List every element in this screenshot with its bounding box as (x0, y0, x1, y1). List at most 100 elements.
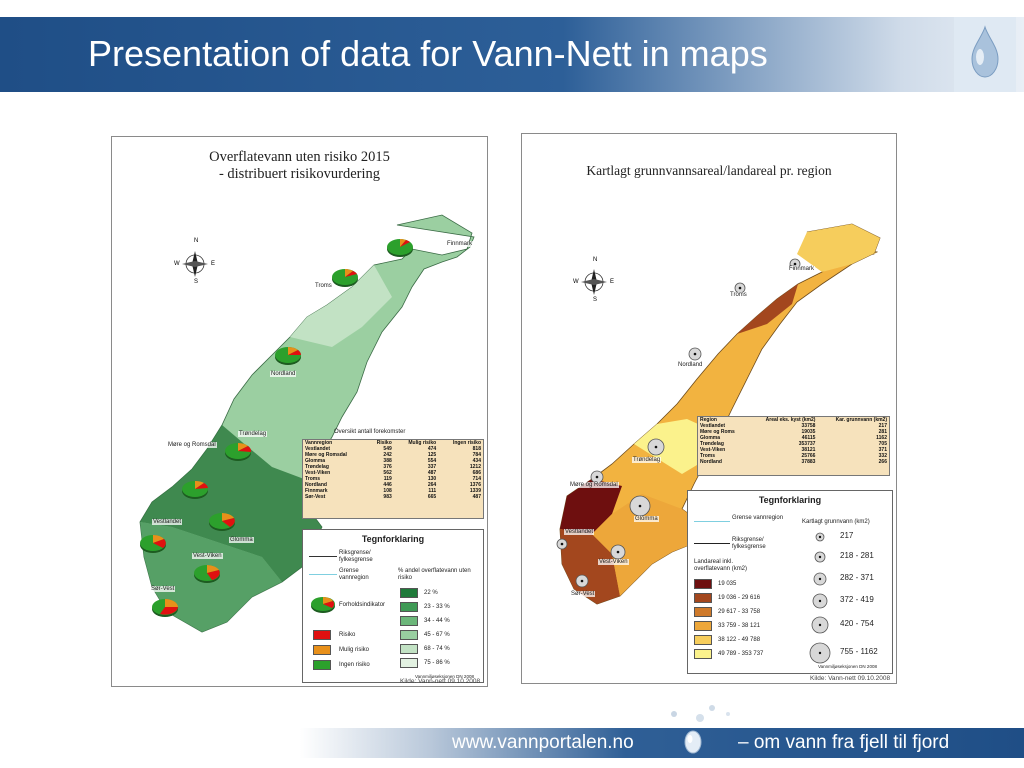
compass-label-w: W (573, 279, 579, 285)
slide-title: Presentation of data for Vann-Nett in ma… (88, 33, 768, 74)
table-cell: 562 (383, 470, 392, 476)
region-label-trondelag: Trøndelag (238, 431, 268, 437)
circle-size-legend-icon (809, 532, 831, 664)
risk-map-legend: Tegnforklaring Riksgrense/ fylkesgrense … (302, 529, 484, 683)
table-cell: Troms (700, 453, 716, 459)
legend-class-label: 22 % (424, 590, 438, 596)
table-row: Vestlandet 549 474 818 (303, 446, 483, 452)
risk-map-title-line2: - distribuert risikovurdering (218, 166, 381, 182)
compass-label-n: N (194, 238, 199, 244)
risk-map-title-line1: Overflatevann uten risiko 2015 (209, 149, 390, 165)
possible-risk-swatch (313, 645, 331, 655)
legend-class-label: 23 - 33 % (424, 604, 450, 610)
water-region-line-icon (694, 521, 730, 522)
groundwater-map-legend: Tegnforklaring Grense vannregion Riksgre… (687, 490, 893, 674)
class-swatch-6 (694, 649, 712, 659)
table-cell: Nordland (700, 459, 722, 465)
table-row: Sør-Vest 983 665 487 (303, 494, 483, 500)
table-cell: 549 (383, 446, 392, 452)
region-label-trondelag: Trøndelag (632, 457, 662, 463)
table-cell: 983 (383, 494, 392, 500)
table-cell: 474 (427, 446, 437, 452)
risk-count-table: Vannregion Risiko Mulig risiko Ingen ris… (302, 439, 484, 519)
norway-risk-map (139, 214, 475, 633)
legend-circle-label: 755 - 1162 (840, 647, 878, 656)
region-label-sor-vest: Sør-Vest (150, 586, 176, 592)
legend-class-label: 45 - 67 % (424, 632, 450, 638)
troms-region-shape (737, 284, 798, 334)
class-swatch-1 (694, 579, 712, 589)
region-label-troms: Troms (314, 283, 333, 289)
legend-title: Tegnforklaring (361, 534, 425, 544)
table-cell: Vest-Viken (305, 470, 331, 476)
northern-region-shape (290, 265, 392, 347)
table-row: Troms 119 130 714 (303, 476, 483, 482)
table-cell: Trøndelag (305, 464, 329, 470)
table-row: Trøndelag 353737 705 (698, 441, 889, 447)
region-label-troms: Troms (729, 292, 748, 298)
table-header-cell: Ingen risiko (452, 440, 481, 446)
legend-credit: Vannmiljøseksjonen DN 2008 (818, 664, 877, 669)
table-cell: 665 (427, 494, 437, 500)
region-label-vest-viken: Vest-Viken (598, 559, 629, 565)
compass-label-w: W (174, 261, 180, 267)
table-cell: 119 (383, 476, 392, 482)
table-cell: 1162 (876, 435, 887, 441)
overview-title: Oversikt antall forekomster (334, 429, 406, 435)
table-cell: 784 (472, 452, 481, 458)
class-swatch-5 (694, 635, 712, 645)
region-label-glomma: Glomma (229, 537, 254, 543)
table-cell: Glomma (305, 458, 326, 464)
table-cell: 33758 (801, 423, 816, 429)
table-cell: Vestlandet (700, 423, 726, 429)
water-region-line-icon (309, 574, 337, 575)
table-cell: Vest-Viken (700, 447, 726, 453)
pie-chart-vestlandet (140, 535, 166, 553)
table-cell: 111 (428, 488, 437, 494)
table-cell: 19035 (801, 429, 816, 435)
class-swatch-2 (400, 602, 418, 612)
class-swatch-6 (400, 658, 418, 668)
title-bar: Presentation of data for Vann-Nett in ma… (0, 17, 1024, 92)
more-region-shape (560, 479, 622, 534)
pie-chart-troms (332, 269, 358, 287)
table-row: Trøndelag 376 337 1212 (303, 464, 483, 470)
south-east-region-shape (592, 494, 700, 596)
class-swatch-1 (400, 588, 418, 598)
finnmark-region-shape (797, 224, 880, 272)
pie-chart-trondelag (225, 443, 252, 461)
legend-class-label: 19 035 (718, 581, 737, 587)
compass-rose-icon (581, 269, 607, 295)
region-label-glomma: Glomma (634, 516, 659, 522)
table-cell: 281 (878, 429, 887, 435)
table-row: Møre og Roms 19035 281 (698, 429, 889, 435)
table-cell: Nordland (305, 482, 327, 488)
footer-slogan: – om vann fra fjell til fjord (738, 732, 950, 753)
table-cell: 686 (472, 470, 481, 476)
water-drops-icon (671, 705, 730, 754)
table-cell: Vestlandet (305, 446, 331, 452)
border-line-icon (309, 556, 337, 557)
table-cell: 217 (878, 423, 887, 429)
region-label-finnmark: Finnmark (446, 241, 474, 247)
table-row: Møre og Romsdal 242 125 784 (303, 452, 483, 458)
class-swatch-3 (400, 616, 418, 626)
groundwater-map-source: Kilde: Vann-nett 09.10.2008 (810, 675, 891, 682)
legend-pie-label: Forholdsindikator (339, 602, 386, 608)
sor-vest-region-shape (560, 529, 620, 604)
table-cell: 130 (427, 476, 437, 482)
pie-chart-glomma (209, 513, 235, 531)
legend-class-label: 29 617 - 33 758 (718, 609, 761, 615)
footer-url-link[interactable]: www.vannportalen.no (452, 732, 634, 753)
table-cell: 108 (383, 488, 392, 494)
table-cell: 818 (472, 446, 481, 452)
risk-swatch (313, 630, 331, 640)
table-row: Glomma 46115 1162 (698, 435, 889, 441)
legend-class-label: 68 - 74 % (424, 646, 450, 652)
no-risk-swatch (313, 660, 331, 670)
table-cell: 37883 (801, 459, 816, 465)
table-row: Glomma 388 554 434 (303, 458, 483, 464)
table-cell: 1376 (469, 482, 481, 488)
table-row: Vestlandet 33758 217 (698, 423, 889, 429)
table-cell: 332 (878, 453, 887, 459)
